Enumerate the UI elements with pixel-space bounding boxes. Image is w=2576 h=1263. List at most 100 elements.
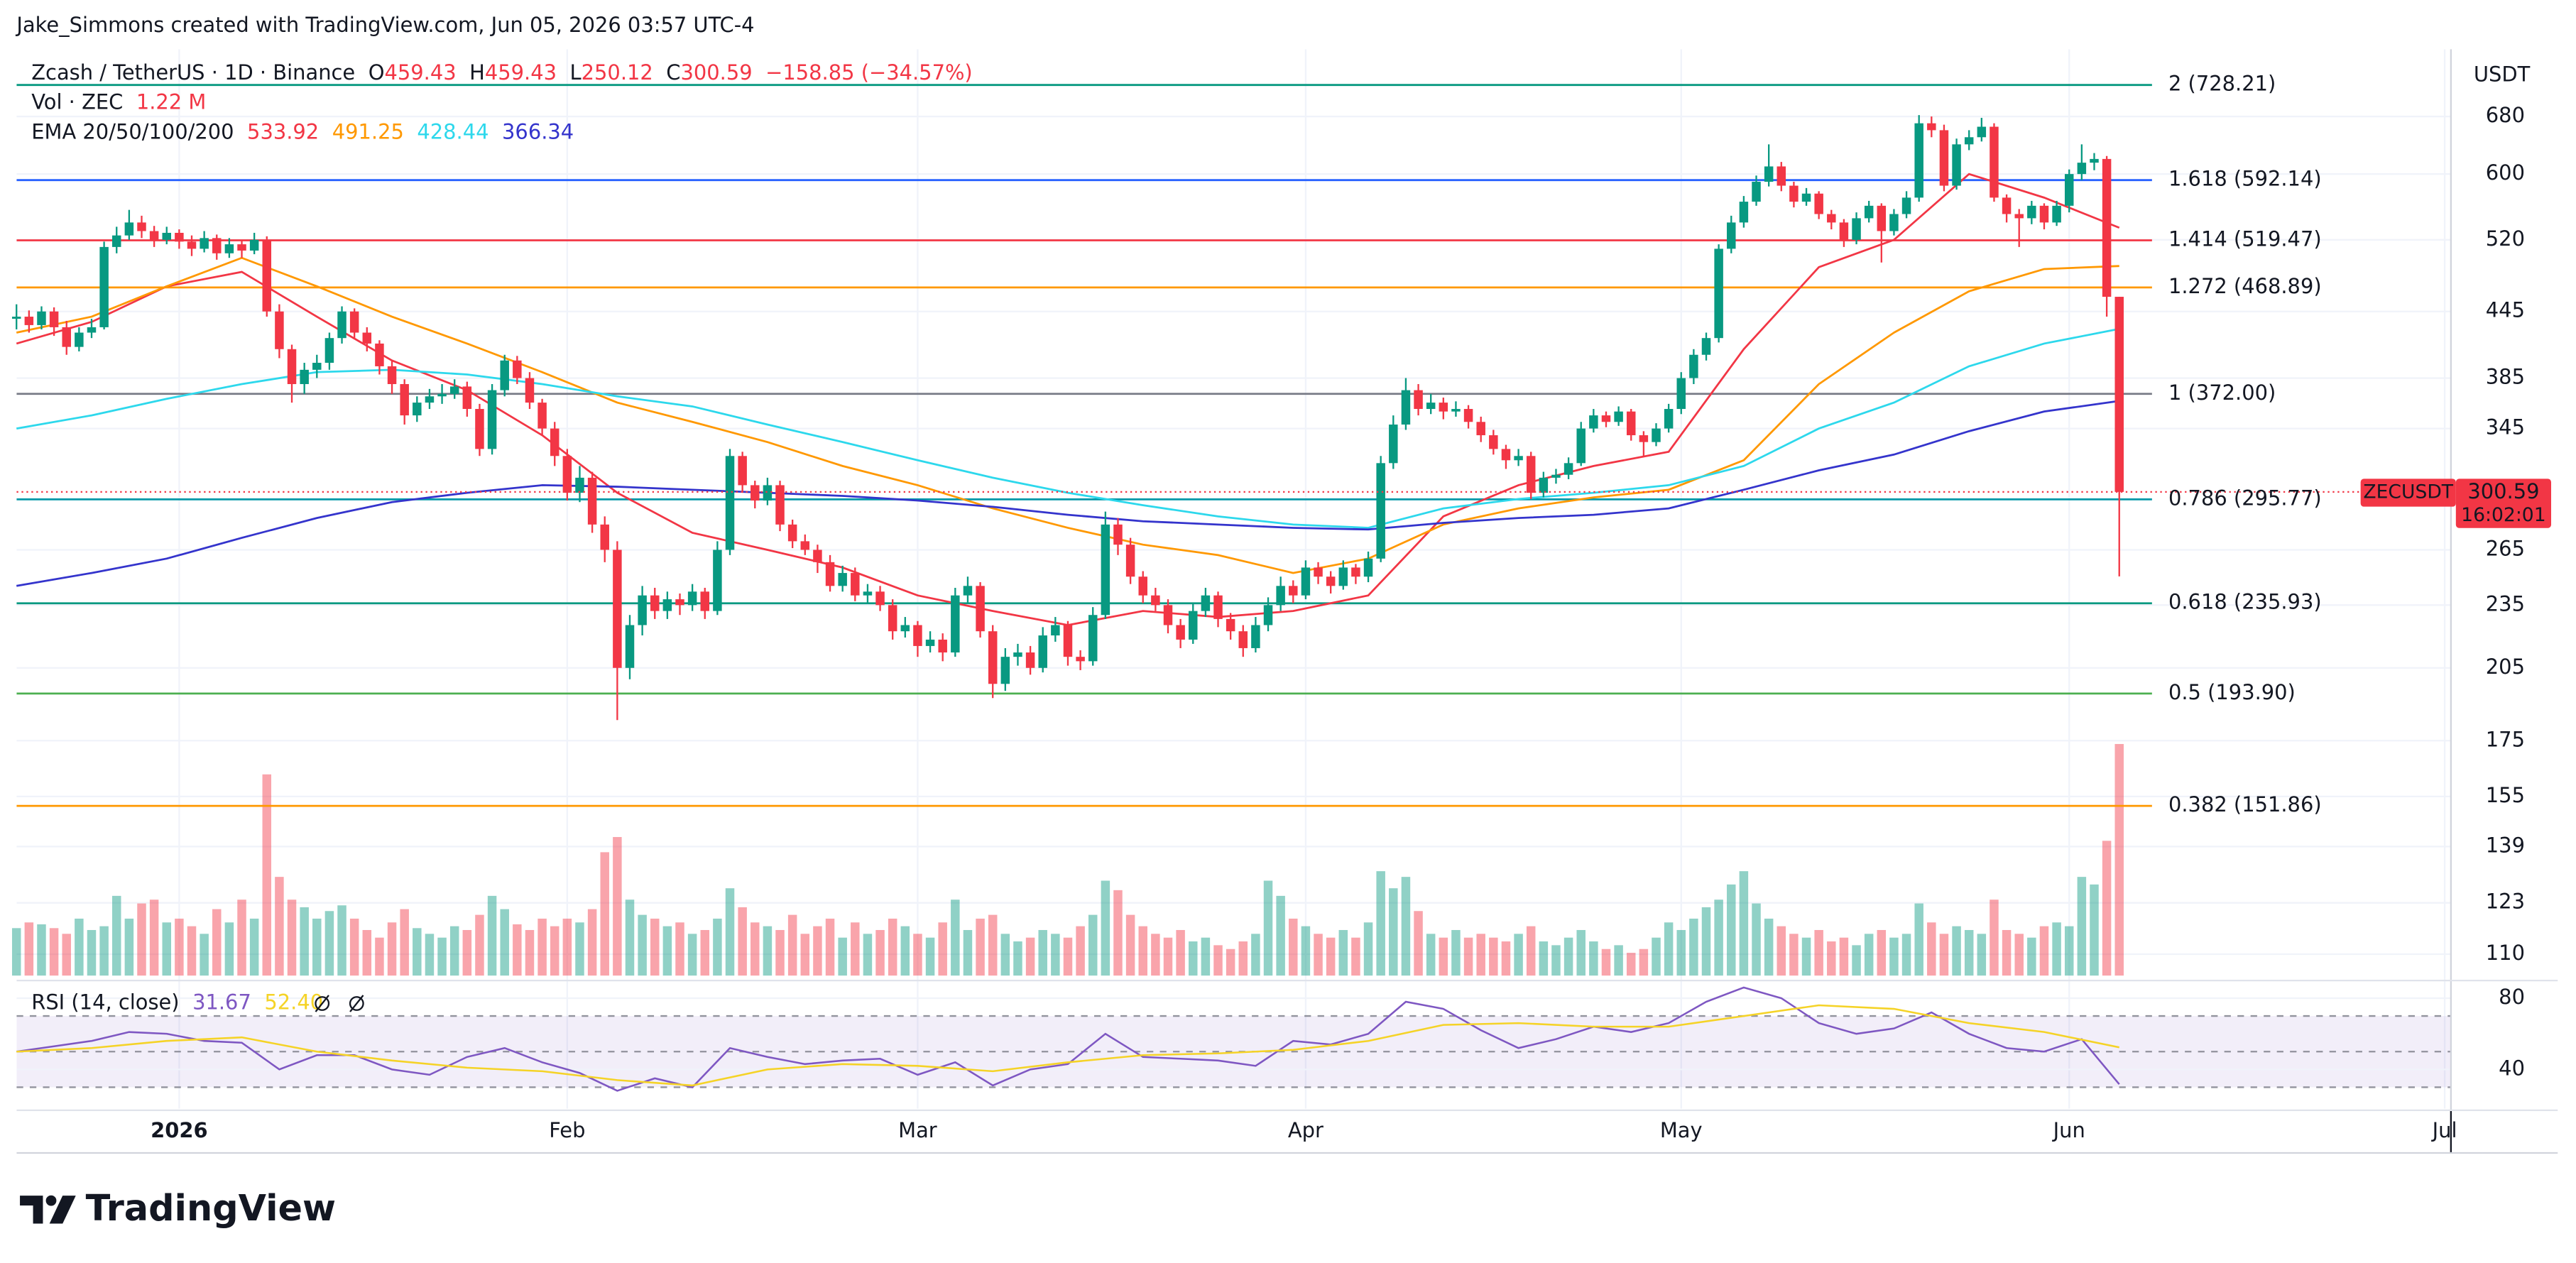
candle-body — [838, 573, 847, 586]
volume-bar — [62, 934, 71, 976]
candle-body — [1901, 197, 1911, 214]
fib-label: 0.618 (235.93) — [2168, 590, 2322, 614]
candle-body — [1990, 126, 1999, 198]
candle-body — [124, 222, 134, 236]
candle-body — [1752, 182, 1761, 202]
candle-body — [1276, 586, 1285, 606]
y-tick-label: 600 — [2486, 160, 2525, 185]
candle-body — [888, 605, 897, 632]
volume-bar — [2077, 877, 2087, 976]
candle-body — [600, 524, 609, 550]
candle-body — [875, 591, 885, 606]
rsi-value: 31.67 — [192, 990, 251, 1014]
x-tick-label: Jun — [2052, 1118, 2085, 1142]
volume-bar — [1563, 937, 1573, 976]
candle-body — [249, 239, 259, 251]
candle-body — [37, 311, 46, 325]
x-tick-label: Jul — [2431, 1118, 2457, 1142]
symbol: Zcash / TetherUS · 1D · Binance — [31, 60, 355, 84]
candle-body — [162, 232, 171, 240]
volume-bar — [300, 907, 309, 976]
volume-bar — [2039, 926, 2049, 976]
volume-bar — [75, 918, 84, 976]
candle-body — [1864, 205, 1874, 219]
candle-body — [1476, 422, 1485, 436]
candle-body — [1652, 428, 1661, 442]
currency-box — [2459, 55, 2545, 96]
candle-body — [1939, 130, 1949, 186]
volume-bar — [825, 918, 835, 976]
volume-bar — [851, 922, 860, 976]
candle-body — [1251, 625, 1260, 648]
legend-volume: Vol · ZEC 1.22 M — [31, 90, 206, 114]
logo-mark — [49, 1196, 76, 1224]
volume-bar — [1439, 937, 1448, 976]
candle-body — [262, 239, 272, 312]
candle-body — [187, 241, 197, 249]
volume-bar — [976, 918, 985, 976]
icon — [349, 995, 364, 1012]
ohlc-value: 300.59 — [681, 60, 753, 84]
ema-value: 533.92 — [247, 119, 319, 143]
candle-body — [1414, 390, 1423, 410]
volume-bar — [375, 937, 384, 976]
candle-body — [1000, 657, 1010, 684]
volume-bar — [513, 924, 522, 976]
candle-body — [387, 366, 397, 385]
volume-bar — [1652, 937, 1661, 976]
candle-body — [1076, 657, 1085, 662]
volume-bar — [1727, 884, 1736, 976]
candle-body — [1113, 524, 1123, 545]
y-tick-label: 385 — [2486, 365, 2525, 389]
volume-bar — [175, 918, 184, 976]
volume-bar — [37, 924, 46, 976]
candle-body — [324, 338, 334, 363]
volume-bar — [1189, 941, 1198, 976]
candle-body — [1777, 166, 1786, 186]
volume-bar — [638, 914, 647, 976]
volume-bar — [362, 929, 372, 976]
fib-label: 1 (372.00) — [2168, 381, 2276, 405]
candle-body — [1263, 605, 1273, 625]
volume-bar — [775, 929, 785, 976]
candle-body — [1326, 576, 1336, 586]
volume-bar — [1263, 880, 1273, 976]
volume-bar — [1201, 937, 1211, 976]
y-tick-label: 520 — [2486, 226, 2525, 251]
candle-body — [700, 591, 710, 611]
candle-body — [11, 317, 21, 319]
volume-bar — [1125, 914, 1135, 976]
volume-bar — [1664, 922, 1674, 976]
icon — [315, 996, 330, 1011]
rsi-tick-label: 80 — [2499, 985, 2525, 1009]
volume-bar — [1601, 948, 1611, 976]
candle-body — [24, 317, 34, 325]
fib-label: 0.786 (295.77) — [2168, 486, 2322, 510]
x-tick-label: 2026 — [151, 1118, 207, 1142]
volume-bar — [1076, 926, 1085, 976]
volume-bar — [212, 909, 222, 976]
icon — [349, 996, 364, 1011]
candle-body — [237, 244, 246, 251]
candle-body — [62, 327, 71, 347]
candle-body — [1714, 248, 1723, 339]
volume-bar — [1213, 945, 1223, 976]
candle-body — [1563, 463, 1573, 475]
ohlc-value: 250.12 — [582, 60, 653, 84]
rsi-line — [16, 1004, 2119, 1087]
legend-ohlc: Zcash / TetherUS · 1D · Binance O459.43 H4… — [31, 60, 972, 84]
candle-body — [813, 550, 822, 562]
candle-body — [475, 409, 484, 449]
volume-bar — [1752, 903, 1761, 976]
candle-body — [1927, 123, 1936, 131]
volume-bar — [713, 918, 722, 976]
y-tick-label: 445 — [2486, 298, 2525, 322]
candle-body — [1514, 456, 1523, 461]
candle-body — [1501, 449, 1511, 461]
volume-bar — [400, 909, 409, 976]
volume-bar — [249, 918, 259, 976]
change: −158.85 (−34.57%) — [765, 60, 973, 84]
volume-bar — [1739, 871, 1749, 976]
volume-bar — [111, 895, 121, 976]
volume-bar — [1326, 937, 1336, 976]
